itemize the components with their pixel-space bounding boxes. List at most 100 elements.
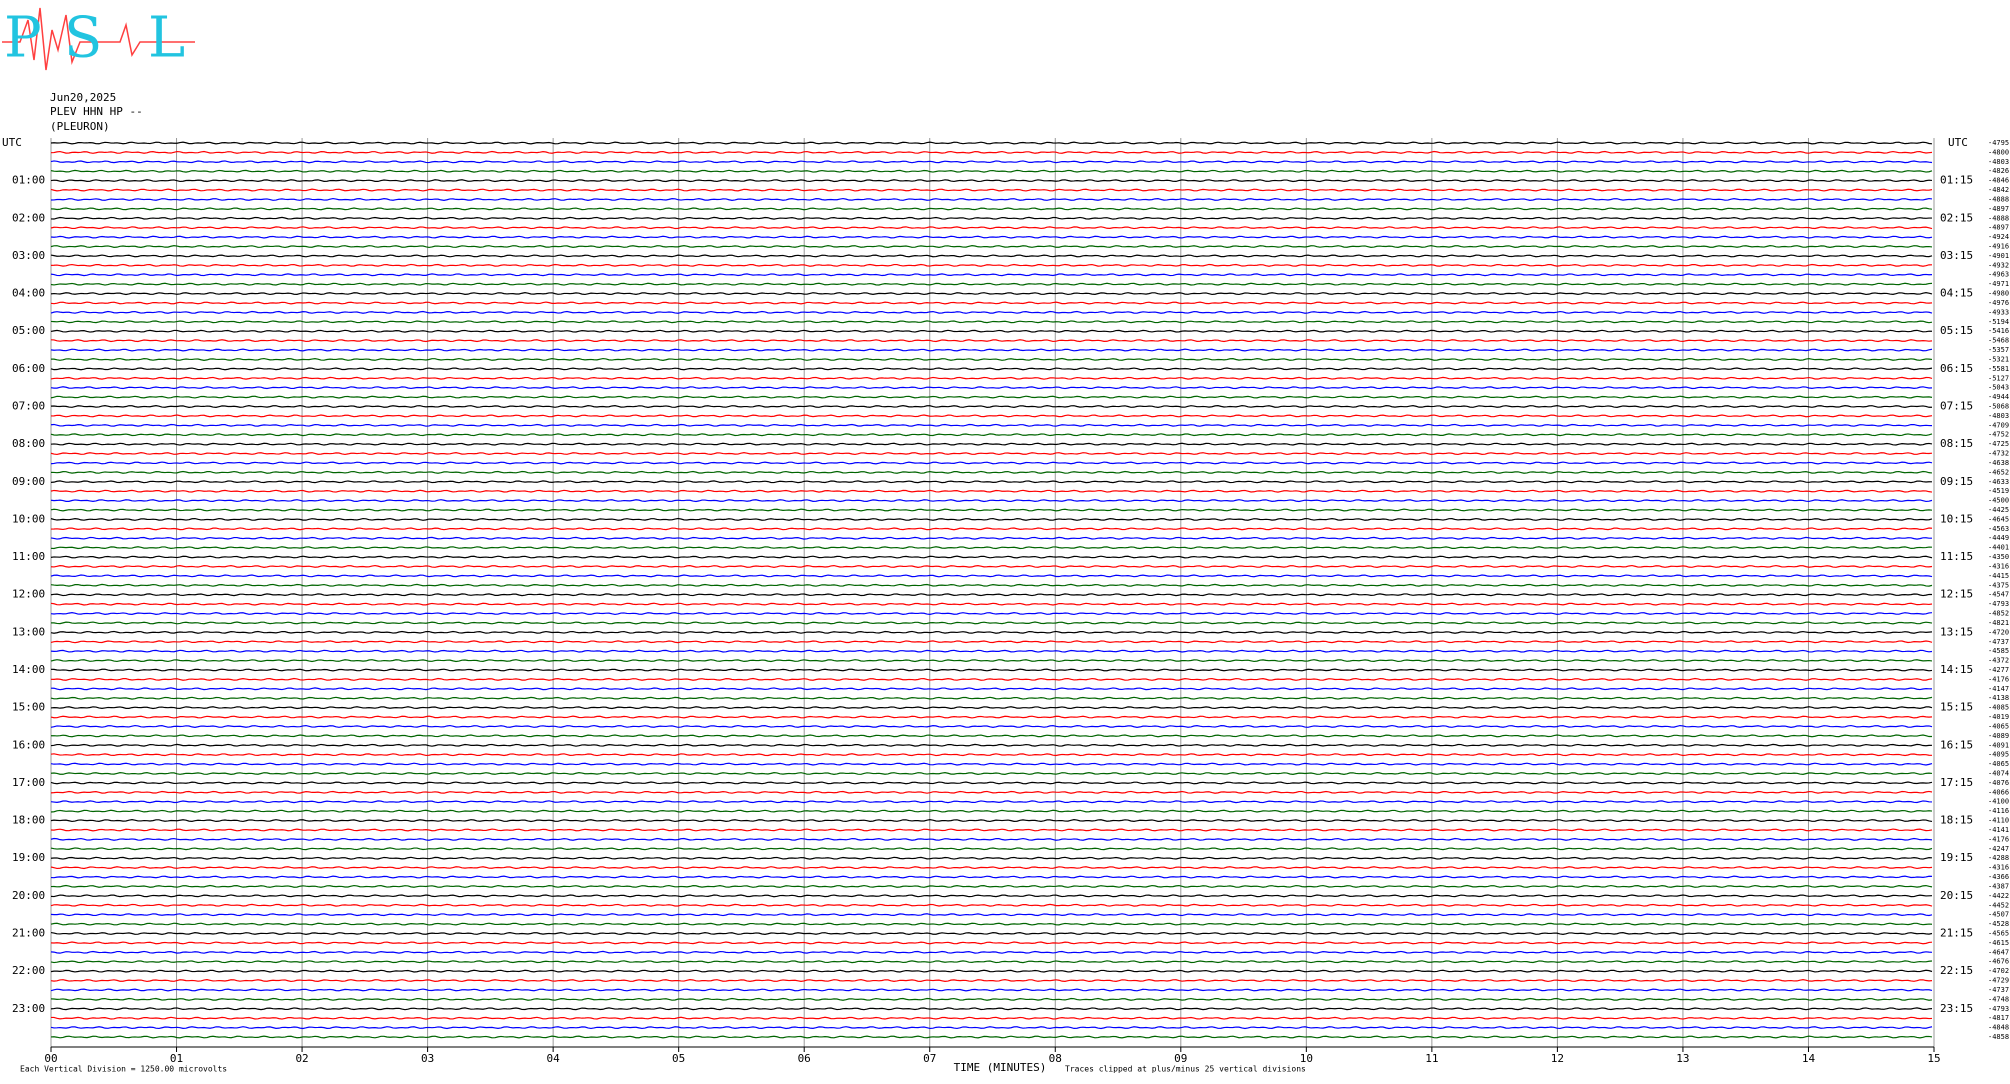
trace bbox=[50, 856, 1933, 860]
x-tick-label: 07 bbox=[923, 1052, 936, 1065]
offset-label: -5127 bbox=[1988, 374, 2009, 382]
offset-label: -4401 bbox=[1988, 544, 2009, 552]
offset-label: -4729 bbox=[1988, 977, 2009, 985]
trace bbox=[50, 320, 1933, 324]
offset-label: -4846 bbox=[1988, 177, 2009, 185]
logo-wave bbox=[2, 7, 195, 71]
offset-label: -4065 bbox=[1988, 760, 2009, 768]
date: Jun20,2025 bbox=[50, 91, 116, 104]
offset-label: -4645 bbox=[1988, 515, 2009, 523]
trace bbox=[50, 527, 1933, 531]
x-tick-label: 04 bbox=[547, 1052, 561, 1065]
trace bbox=[50, 339, 1933, 343]
offset-label: -4793 bbox=[1988, 1005, 2009, 1013]
trace bbox=[50, 734, 1933, 738]
offset-label: -4141 bbox=[1988, 826, 2009, 834]
trace bbox=[50, 235, 1933, 239]
offset-label: -4971 bbox=[1988, 280, 2009, 288]
offset-label: -4852 bbox=[1988, 610, 2009, 618]
offset-label: -4638 bbox=[1988, 459, 2009, 467]
offset-label: -4019 bbox=[1988, 713, 2009, 721]
trace bbox=[50, 555, 1933, 559]
trace bbox=[50, 348, 1933, 352]
hour-label-left: 12:00 bbox=[12, 588, 45, 601]
trace bbox=[50, 875, 1933, 879]
x-tick-label: 03 bbox=[421, 1052, 434, 1065]
trace bbox=[50, 659, 1933, 663]
offset-label: -4652 bbox=[1988, 468, 2009, 476]
offset-label: -4933 bbox=[1988, 308, 2009, 316]
trace bbox=[50, 179, 1933, 183]
x-tick-label: 15 bbox=[1927, 1052, 1940, 1065]
trace bbox=[50, 724, 1933, 728]
hour-label-right: 21:15 bbox=[1940, 926, 1973, 939]
trace bbox=[50, 329, 1933, 333]
x-tick-label: 13 bbox=[1676, 1052, 1689, 1065]
offset-label: -4858 bbox=[1988, 1033, 2009, 1041]
hour-label-right: 14:15 bbox=[1940, 663, 1973, 676]
offset-label: -4615 bbox=[1988, 939, 2009, 947]
trace bbox=[50, 489, 1933, 493]
hour-label-left: 01:00 bbox=[12, 174, 45, 187]
offset-label: -4732 bbox=[1988, 450, 2009, 458]
hour-label-left: 06:00 bbox=[12, 362, 45, 375]
logo-letter: P bbox=[4, 6, 42, 71]
hour-label-right: 18:15 bbox=[1940, 814, 1973, 827]
trace bbox=[50, 169, 1933, 173]
offset-label: -4366 bbox=[1988, 873, 2009, 881]
offset-label: -4737 bbox=[1988, 638, 2009, 646]
hour-label-right: 23:15 bbox=[1940, 1002, 1973, 1015]
hour-label-right: 08:15 bbox=[1940, 437, 1973, 450]
trace bbox=[50, 461, 1933, 465]
hour-label-right: 09:15 bbox=[1940, 475, 1973, 488]
trace bbox=[50, 423, 1933, 427]
offset-label: -4585 bbox=[1988, 647, 2009, 655]
offset-label: -4725 bbox=[1988, 440, 2009, 448]
offset-label: -4547 bbox=[1988, 591, 2009, 599]
offset-label: -4888 bbox=[1988, 195, 2009, 203]
trace bbox=[50, 1007, 1933, 1011]
logo: P S L bbox=[2, 6, 195, 71]
trace bbox=[50, 480, 1933, 484]
offset-label: -4676 bbox=[1988, 958, 2009, 966]
offset-label: -4375 bbox=[1988, 581, 2009, 589]
trace bbox=[50, 762, 1933, 766]
trace bbox=[50, 781, 1933, 785]
offset-label: -4065 bbox=[1988, 722, 2009, 730]
offset-label: -4793 bbox=[1988, 600, 2009, 608]
trace bbox=[50, 828, 1933, 832]
trace bbox=[50, 310, 1933, 314]
trace bbox=[50, 414, 1933, 418]
trace bbox=[50, 640, 1933, 644]
trace bbox=[50, 546, 1933, 550]
hour-label-right: 04:15 bbox=[1940, 287, 1973, 300]
offset-label: -5068 bbox=[1988, 402, 2009, 410]
hour-label-right: 03:15 bbox=[1940, 249, 1973, 262]
trace bbox=[50, 367, 1933, 371]
trace bbox=[50, 969, 1933, 973]
hour-label-right: 11:15 bbox=[1940, 550, 1973, 563]
x-tick-label: 08 bbox=[1049, 1052, 1062, 1065]
trace bbox=[50, 819, 1933, 823]
hour-label-right: 20:15 bbox=[1940, 889, 1973, 902]
offset-label: -4066 bbox=[1988, 788, 2009, 796]
trace bbox=[50, 536, 1933, 540]
trace bbox=[50, 687, 1933, 691]
offset-label: -4519 bbox=[1988, 487, 2009, 495]
trace bbox=[50, 188, 1933, 192]
trace bbox=[50, 950, 1933, 954]
offset-label: -4709 bbox=[1988, 421, 2009, 429]
hour-label-left: 18:00 bbox=[12, 814, 45, 827]
offset-label: -4848 bbox=[1988, 1024, 2009, 1032]
trace bbox=[50, 696, 1933, 700]
hour-label-left: 21:00 bbox=[12, 926, 45, 939]
x-tick-label: 02 bbox=[295, 1052, 308, 1065]
hour-label-left: UTC bbox=[2, 136, 22, 149]
trace bbox=[50, 593, 1933, 597]
hour-label-right: 13:15 bbox=[1940, 625, 1973, 638]
hour-label-left: 13:00 bbox=[12, 625, 45, 638]
x-tick-label: 09 bbox=[1174, 1052, 1187, 1065]
offset-label: -4752 bbox=[1988, 431, 2009, 439]
trace bbox=[50, 386, 1933, 390]
